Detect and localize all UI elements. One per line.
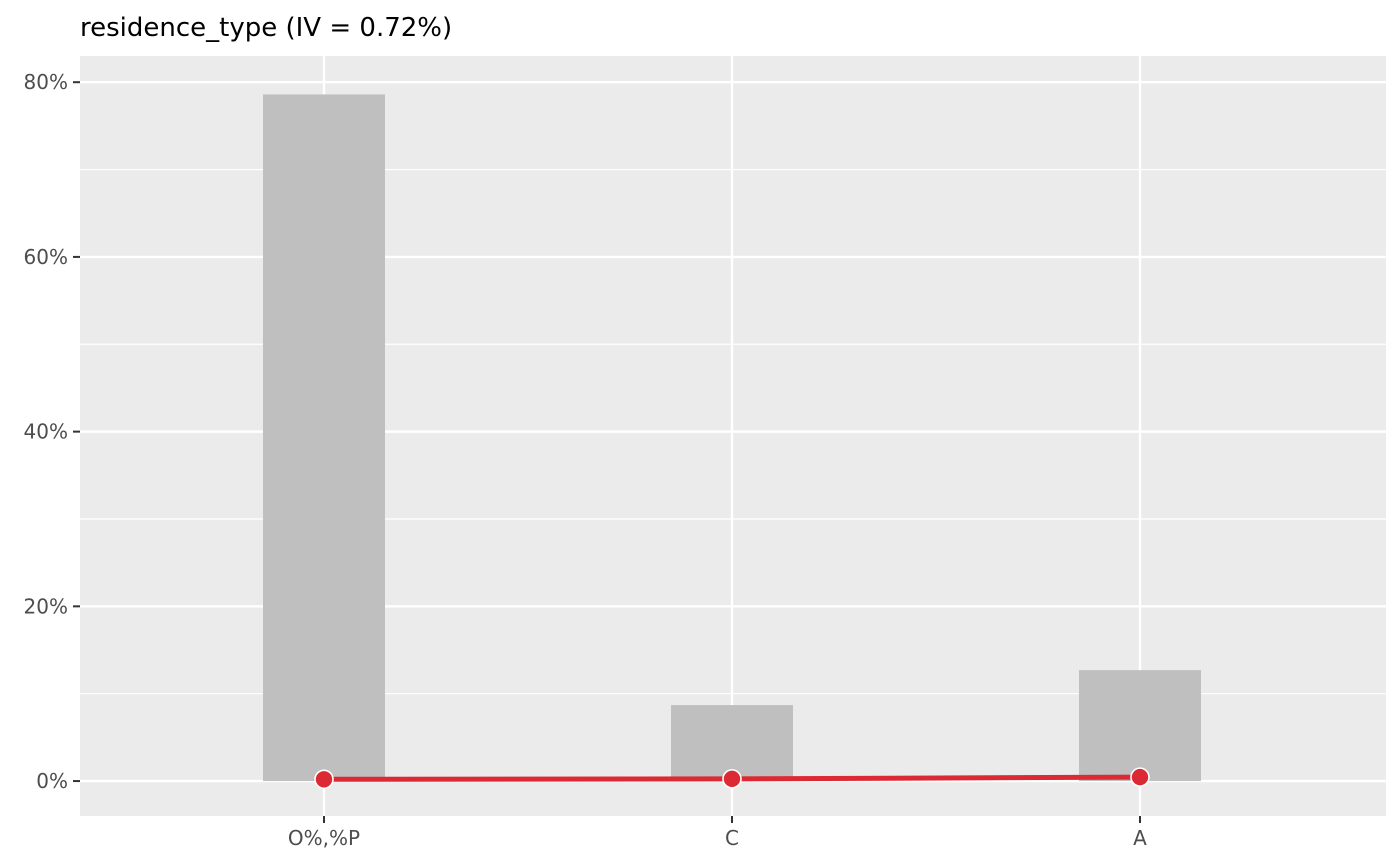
y-axis: 0% 20% 40% 60% 80% [24,70,80,793]
bars [263,94,1201,782]
bar-O%,%P [263,94,385,782]
y-tick-label: 40% [24,420,68,444]
y-tick-label: 20% [24,594,68,618]
chart-title: residence_type (IV = 0.72%) [80,13,452,43]
y-tick-label: 0% [36,769,68,793]
bar-A [1079,670,1201,782]
point-C [722,769,742,789]
points [314,767,1150,790]
x-tick-label: A [1133,826,1147,850]
x-tick-label: C [725,826,739,850]
y-tick-label: 60% [24,245,68,269]
y-tick-label: 80% [24,70,68,94]
point-O%,%P [314,769,334,790]
x-axis: O%,%P C A [288,816,1147,850]
x-tick-label: O%,%P [288,826,360,850]
point-A [1130,767,1150,787]
bar-C [671,705,793,782]
